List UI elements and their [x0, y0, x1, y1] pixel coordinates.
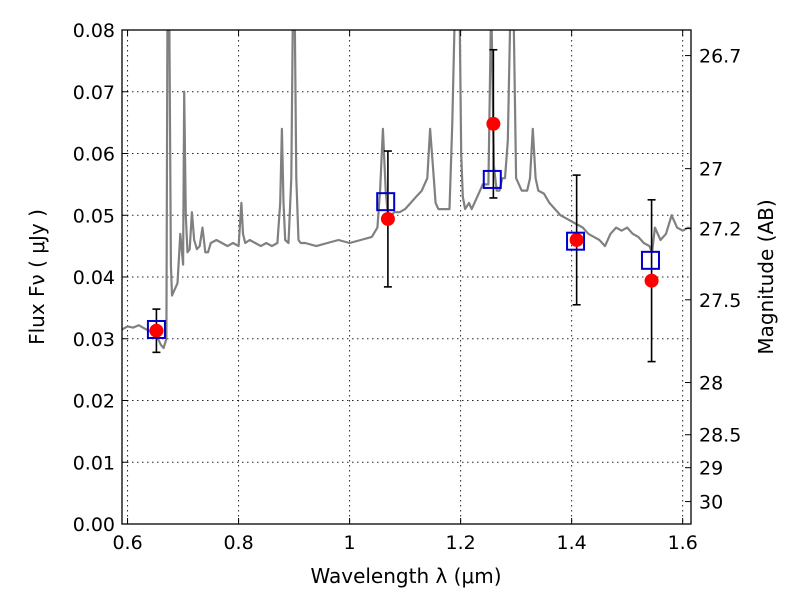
- mag-tick-label: 28.5: [699, 425, 741, 447]
- data-point: [486, 116, 501, 131]
- plot-area: [122, 30, 691, 363]
- data-point: [149, 323, 164, 338]
- y-tick-label: 0.02: [73, 391, 115, 413]
- x-tick-label: 1.2: [446, 532, 476, 554]
- data-point: [380, 211, 395, 226]
- y-axis-title: Flux Fν ( μJy ): [25, 209, 49, 345]
- data-point: [569, 232, 584, 247]
- x-tick-label: 0.8: [223, 532, 253, 554]
- model-point: [376, 192, 396, 212]
- y-tick-label: 0.03: [73, 329, 115, 351]
- model-point: [566, 231, 586, 251]
- y-tick-label: 0.06: [73, 144, 115, 166]
- axes-frame: [121, 29, 692, 525]
- y-tick-label: 0.07: [73, 82, 115, 104]
- x-axis-title: Wavelength λ (μm): [310, 564, 501, 588]
- mag-tick-label: 28: [699, 373, 723, 395]
- data-point: [644, 273, 659, 288]
- mag-tick-label: 27: [699, 159, 723, 181]
- y-tick-label: 0.01: [73, 452, 115, 474]
- grid: [122, 30, 691, 524]
- series-group: [122, 30, 691, 363]
- mag-tick-label: 30: [699, 492, 723, 514]
- y-tick-label: 0.04: [73, 267, 115, 289]
- x-tick-label: 0.6: [112, 532, 142, 554]
- mag-tick-label: 29: [699, 458, 723, 480]
- y-tick-label: 0.08: [73, 20, 115, 42]
- y-tick-label: 0.05: [73, 205, 115, 227]
- x-tick-label: 1.6: [668, 532, 698, 554]
- mag-tick-label: 26.7: [699, 46, 741, 68]
- y-tick-label: 0.00: [73, 514, 115, 536]
- model-point: [640, 250, 660, 270]
- mag-tick-label: 27.5: [699, 290, 741, 312]
- spectrum-line: [122, 30, 691, 350]
- tick-labels: 0.6 0.8 1 1.2 1.4 1.6 0.00 0.01 0.02 0.03 0.04 0.05…: [73, 20, 742, 554]
- x-tick-label: 1.4: [557, 532, 587, 554]
- right-axis-title: Magnitude (AB): [754, 199, 778, 354]
- x-tick-label: 1: [344, 532, 356, 554]
- model-point: [482, 169, 502, 189]
- mag-tick-label: 27.2: [699, 218, 741, 240]
- model-point: [146, 319, 166, 339]
